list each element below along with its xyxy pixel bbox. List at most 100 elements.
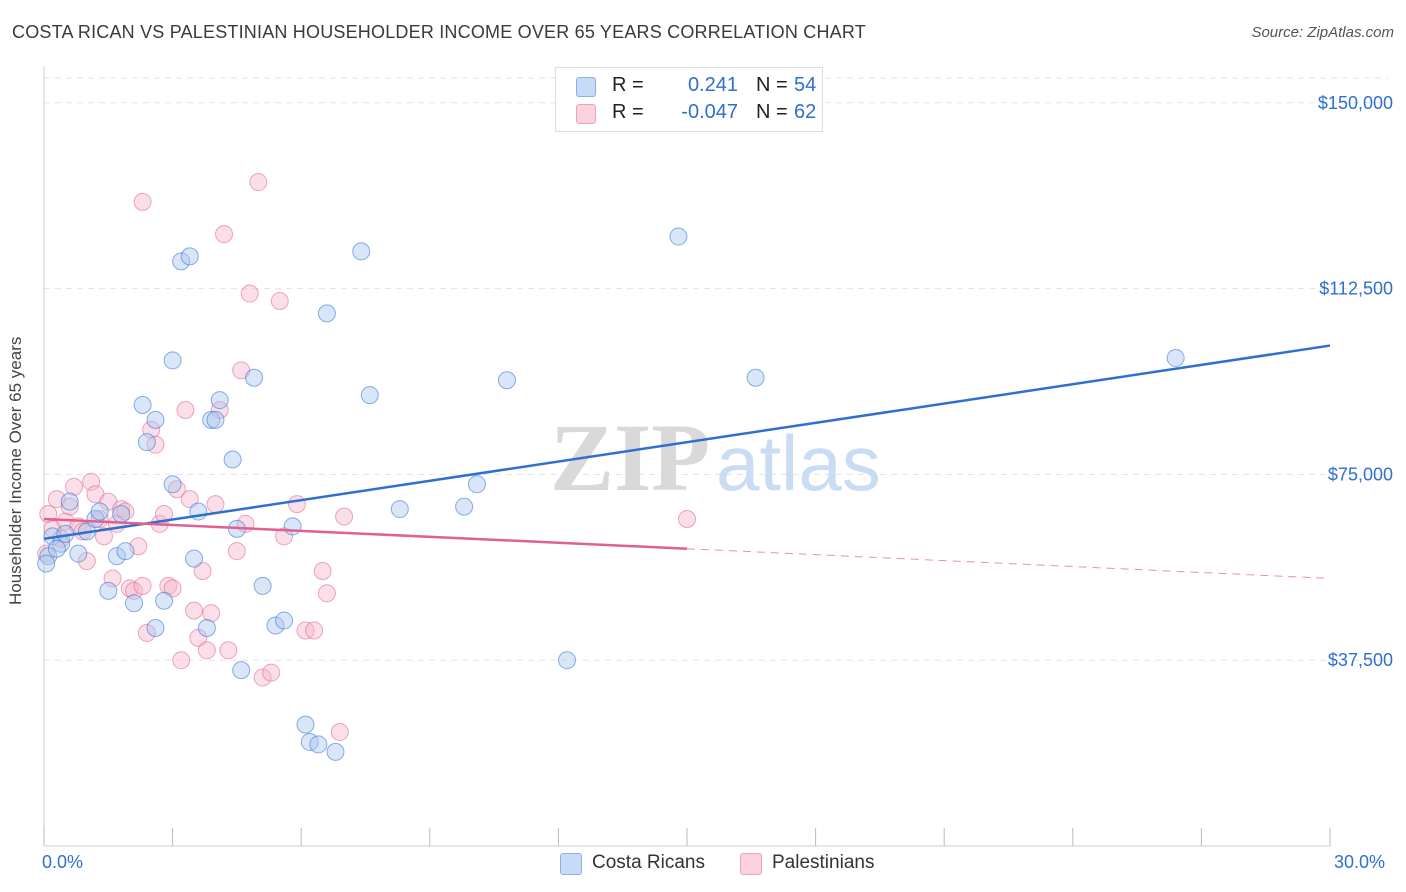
data-point	[180, 247, 199, 266]
data-point	[47, 539, 66, 558]
data-point	[90, 502, 109, 521]
data-point	[266, 616, 285, 635]
x-tick-label-max: 30.0%	[1334, 852, 1386, 872]
data-point	[69, 544, 88, 563]
data-point	[99, 581, 118, 600]
trend-line	[43, 517, 688, 550]
data-point	[133, 396, 152, 415]
data-point	[185, 601, 204, 620]
data-point	[497, 371, 516, 390]
data-point	[146, 618, 165, 637]
data-point	[193, 562, 212, 581]
data-point	[37, 554, 56, 573]
trend-line	[43, 344, 1331, 541]
data-point	[557, 651, 576, 670]
data-point	[352, 242, 371, 261]
data-point	[107, 547, 126, 566]
data-point	[335, 507, 354, 526]
data-point	[317, 304, 336, 323]
data-point	[240, 284, 259, 303]
legend-n-label: N =	[756, 74, 788, 96]
data-point	[185, 549, 204, 568]
data-point	[125, 594, 144, 613]
data-point	[125, 581, 144, 600]
data-point	[467, 475, 486, 494]
data-point	[65, 477, 84, 496]
data-point	[313, 562, 332, 581]
legend-n-value: 54	[794, 74, 817, 96]
source-label: Source: ZipAtlas.com	[1251, 24, 1394, 41]
data-point	[180, 490, 199, 509]
watermark-atlas: atlas	[716, 419, 881, 507]
correlation-legend: R = 0.241 N = 54 R = -0.047 N = 62	[555, 67, 823, 132]
data-point	[1166, 348, 1185, 367]
data-point	[227, 542, 246, 561]
legend-r-label: R =	[612, 101, 644, 123]
chart-title: COSTA RICAN VS PALESTINIAN HOUSEHOLDER I…	[12, 22, 866, 42]
bottom-legend-label: Costa Ricans	[592, 852, 705, 873]
data-point	[155, 505, 174, 524]
data-point	[163, 579, 182, 598]
data-point	[330, 723, 349, 742]
data-point	[146, 410, 165, 429]
watermark-zip: ZIP	[550, 404, 710, 511]
legend-swatch-blue	[576, 77, 596, 97]
data-point	[116, 542, 135, 561]
data-point	[262, 663, 281, 682]
legend-r-value: 0.241	[687, 74, 738, 96]
data-point	[669, 227, 688, 246]
data-point	[90, 509, 109, 528]
data-point	[133, 576, 152, 595]
data-point	[390, 500, 409, 519]
data-point	[678, 509, 696, 528]
data-point	[112, 505, 131, 524]
data-point	[197, 641, 216, 660]
bottom-legend-label: Palestinians	[772, 852, 875, 873]
data-point	[163, 351, 182, 370]
data-point	[137, 623, 156, 642]
data-point	[287, 495, 306, 514]
y-tick-label: $150,000	[1318, 93, 1393, 113]
data-point	[197, 618, 216, 637]
data-point	[309, 735, 328, 754]
data-point	[360, 386, 379, 405]
bottom-legend-swatch-pink	[740, 853, 762, 875]
data-point	[746, 368, 765, 387]
data-point	[210, 391, 229, 410]
data-point	[232, 661, 251, 680]
data-point	[455, 497, 474, 516]
data-point	[245, 368, 264, 387]
data-point	[275, 611, 294, 630]
data-point	[326, 742, 345, 761]
data-point	[172, 651, 191, 670]
data-point	[172, 252, 191, 271]
data-point	[176, 400, 195, 419]
axes	[43, 66, 1331, 847]
data-point	[253, 668, 272, 687]
data-point	[95, 527, 114, 546]
data-point	[206, 495, 225, 514]
data-point	[253, 576, 272, 595]
series-palestinians	[37, 173, 696, 742]
data-point	[215, 225, 234, 244]
legend-n-label: N =	[756, 101, 788, 123]
y-tick-label: $75,000	[1328, 464, 1393, 484]
trend-lines	[43, 344, 1331, 579]
y-tick-label: $112,500	[1319, 279, 1393, 299]
data-point	[283, 517, 302, 536]
data-point	[305, 621, 324, 640]
legend-r-value: -0.047	[681, 101, 738, 123]
y-tick-labels: $37,500 $75,000 $112,500 $150,000	[1318, 93, 1393, 670]
data-point	[60, 497, 79, 516]
legend-r-label: R =	[612, 74, 644, 96]
data-point	[219, 641, 238, 660]
bottom-legend-swatch-blue	[560, 853, 582, 875]
data-point	[60, 492, 79, 511]
data-point	[270, 291, 289, 310]
data-point	[202, 604, 221, 623]
trend-line-extrapolated	[686, 548, 1331, 579]
data-point	[37, 544, 56, 563]
data-point	[223, 450, 242, 469]
data-point	[163, 475, 182, 494]
